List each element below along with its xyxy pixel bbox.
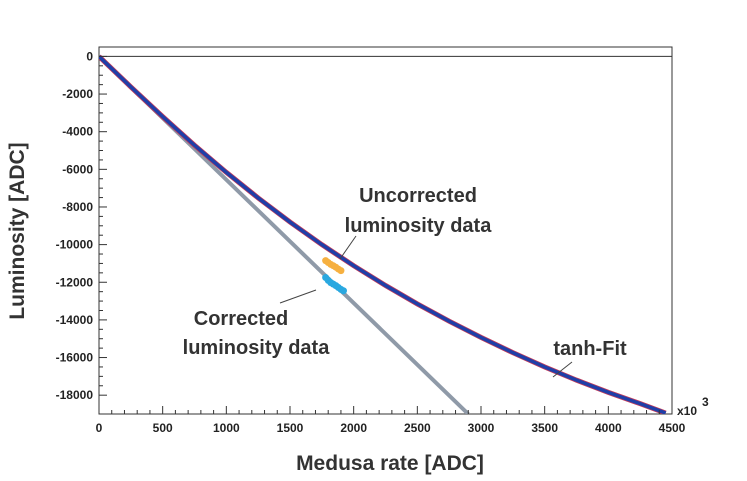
x-tick-label: 2000 (340, 421, 367, 435)
annotation-tanh-fit: tanh-Fit (553, 338, 627, 360)
ticks-layer: 0 500 1000 1500 2000 2500 3000 3500 4000 4500 0 -20… (56, 49, 686, 435)
y-axis-title: Luminosity [ADC] (6, 142, 29, 319)
y-tick-label: -18000 (56, 388, 94, 402)
y-tick-label: -2000 (62, 87, 93, 101)
series-tanh-fit (99, 55, 667, 414)
series-layer (99, 54, 667, 414)
x-axis-multiplier-exponent: 3 (702, 395, 709, 409)
point-corrected (339, 287, 347, 295)
y-tick-label: -12000 (56, 275, 94, 289)
x-tick-label: 4000 (595, 421, 622, 435)
x-tick-label: 3000 (468, 421, 495, 435)
y-tick-label: -10000 (56, 238, 94, 252)
y-tick-label: 0 (86, 49, 93, 63)
x-tick-label: 4500 (659, 421, 686, 435)
y-tick-label: -14000 (56, 313, 94, 327)
x-tick-label: 500 (153, 421, 173, 435)
x-tick-label: 1000 (213, 421, 240, 435)
x-axis-multiplier: x10 (677, 404, 697, 418)
x-tick-label: 3500 (531, 421, 558, 435)
y-tick-label: -16000 (56, 351, 94, 365)
arrow-corrected (279, 289, 317, 304)
arrow-tanh-fit (552, 361, 573, 378)
arrow-uncorrected (339, 235, 357, 260)
y-tick-label: -4000 (62, 125, 93, 139)
annotation-corrected-line1: Corrected (194, 308, 288, 330)
annotation-uncorrected-line1: Uncorrected (359, 185, 477, 207)
x-tick-label: 1500 (277, 421, 304, 435)
plot-frame (98, 46, 673, 415)
x-tick-label: 0 (96, 421, 103, 435)
x-axis-title: Medusa rate [ADC] (296, 452, 484, 475)
y-tick-label: -8000 (62, 200, 93, 214)
annotation-uncorrected-line2: luminosity data (345, 215, 493, 237)
x-tick-label: 2500 (404, 421, 431, 435)
point-uncorrected (337, 267, 345, 275)
y-tick-label: -6000 (62, 162, 93, 176)
annotation-corrected-line2: luminosity data (183, 337, 331, 359)
